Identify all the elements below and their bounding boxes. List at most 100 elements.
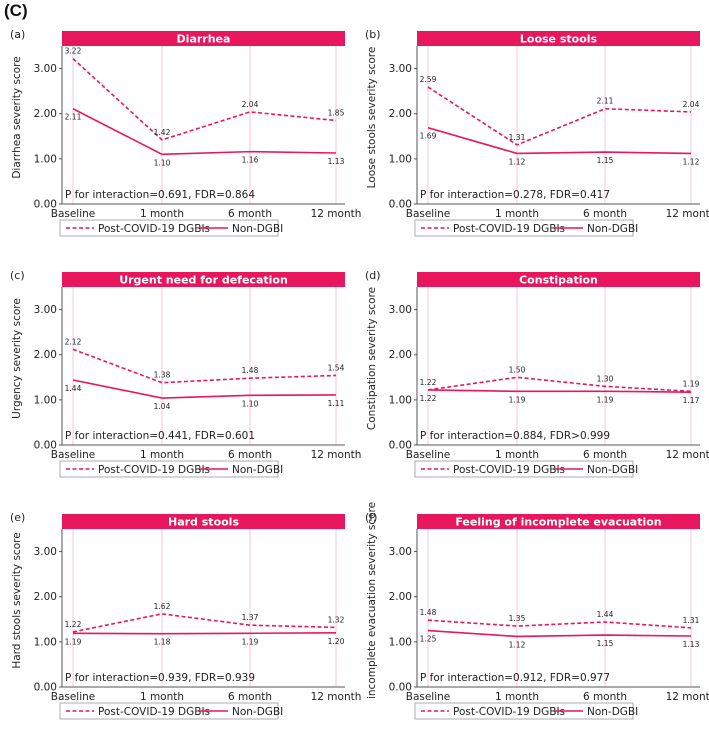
data-label-post-covid-dgbi: 1.22 bbox=[420, 378, 437, 387]
legend-label-post-covid-dgbi: Post-COVID-19 DGBIs bbox=[98, 223, 210, 235]
panel-letter: (f) bbox=[365, 511, 377, 524]
series-line-post-covid-dgbi bbox=[72, 613, 337, 633]
title-bar bbox=[62, 272, 345, 287]
y-axis-title: Constipation severity score bbox=[366, 287, 378, 430]
data-label-post-covid-dgbi: 1.19 bbox=[683, 379, 700, 388]
x-tick-label: Baseline bbox=[406, 691, 451, 703]
x-tick-label: 1 month bbox=[140, 449, 184, 461]
y-tick-label: 0.00 bbox=[34, 199, 57, 211]
legend-label-post-covid-dgbi: Post-COVID-19 DGBIs bbox=[98, 464, 210, 476]
data-label-non-dgbi: 1.19 bbox=[509, 395, 526, 404]
chart-panel-loose-stools: (b) Loose stools 0.00 1.00 2.00 3.00 Baseline 1… bbox=[355, 22, 709, 267]
x-tick-label: 12 month bbox=[311, 208, 362, 220]
legend-label-non-dgbi: Non-DGBI bbox=[587, 706, 638, 718]
y-tick-label: 3.00 bbox=[34, 546, 57, 558]
y-tick-label: 3.00 bbox=[389, 63, 412, 75]
x-tick-label: 12 month bbox=[311, 691, 362, 703]
chart-svg: (a) Diarrhea 0.00 1.00 2.00 3.00 Baseline 1 mon… bbox=[10, 28, 361, 237]
data-label-post-covid-dgbi: 2.04 bbox=[242, 100, 259, 109]
data-label-post-covid-dgbi: 1.85 bbox=[328, 108, 345, 117]
series-line-non-dgbi bbox=[72, 632, 337, 635]
data-label-non-dgbi: 1.04 bbox=[154, 402, 171, 411]
x-tick-label: 12 month bbox=[666, 449, 709, 461]
chart-svg: (b) Loose stools 0.00 1.00 2.00 3.00 Baseline 1… bbox=[365, 28, 709, 237]
series-line-post-covid-dgbi bbox=[427, 86, 692, 146]
chart-title: Feeling of incomplete evacuation bbox=[455, 516, 661, 529]
x-tick-label: 6 month bbox=[228, 449, 272, 461]
data-label-non-dgbi: 1.19 bbox=[242, 637, 259, 646]
legend-box bbox=[59, 219, 279, 237]
chart-svg: (d) Constipation 0.00 1.00 2.00 3.00 Baseline 1… bbox=[365, 269, 709, 478]
series-line-non-dgbi bbox=[72, 379, 337, 399]
interaction-annotation: P for interaction=0.884, FDR>0.999 bbox=[420, 430, 610, 442]
title-bar bbox=[417, 272, 700, 287]
legend-box bbox=[59, 702, 279, 720]
data-label-non-dgbi: 1.11 bbox=[328, 399, 345, 408]
data-label-post-covid-dgbi: 1.44 bbox=[597, 610, 614, 619]
data-label-post-covid-dgbi: 3.22 bbox=[65, 47, 82, 56]
chart-panel-constipation: (d) Constipation 0.00 1.00 2.00 3.00 Baseline 1… bbox=[355, 263, 709, 508]
data-label-non-dgbi: 1.12 bbox=[509, 157, 526, 166]
chart-svg: (c) Urgent need for defecation 0.00 1.00 2.0… bbox=[10, 269, 361, 478]
legend-label-post-covid-dgbi: Post-COVID-19 DGBIs bbox=[453, 706, 565, 718]
series-line-non-dgbi bbox=[427, 126, 692, 155]
chart-title: Diarrhea bbox=[177, 33, 231, 46]
y-tick-label: 0.00 bbox=[389, 682, 412, 694]
data-label-non-dgbi: 1.13 bbox=[328, 157, 345, 166]
legend-label-non-dgbi: Non-DGBI bbox=[587, 223, 638, 235]
data-label-post-covid-dgbi: 2.04 bbox=[683, 100, 700, 109]
data-label-non-dgbi: 1.13 bbox=[683, 640, 700, 649]
legend-label-non-dgbi: Non-DGBI bbox=[232, 706, 283, 718]
x-tick-label: Baseline bbox=[51, 691, 96, 703]
x-tick-label: Baseline bbox=[406, 208, 451, 220]
panel-letter: (e) bbox=[10, 511, 25, 524]
data-label-non-dgbi: 1.20 bbox=[328, 637, 345, 646]
chart-panel-diarrhea: (a) Diarrhea 0.00 1.00 2.00 3.00 Baseline 1 mon… bbox=[0, 22, 361, 267]
data-label-post-covid-dgbi: 1.35 bbox=[509, 614, 526, 623]
interaction-annotation: P for interaction=0.912, FDR=0.977 bbox=[420, 672, 610, 684]
y-tick-label: 2.00 bbox=[34, 108, 57, 120]
chart-title: Constipation bbox=[519, 274, 598, 287]
series-line-non-dgbi bbox=[427, 629, 692, 638]
data-label-post-covid-dgbi: 1.42 bbox=[154, 128, 171, 137]
chart-title: Urgent need for defecation bbox=[119, 274, 288, 287]
y-tick-label: 3.00 bbox=[389, 304, 412, 316]
chart-svg: (f) Feeling of incomplete evacuation 0.00 1… bbox=[365, 502, 709, 720]
x-tick-label: 6 month bbox=[583, 208, 627, 220]
data-label-non-dgbi: 1.16 bbox=[242, 156, 259, 165]
y-axis-title: Loose stools severity score bbox=[366, 47, 378, 189]
y-tick-label: 3.00 bbox=[34, 63, 57, 75]
x-tick-label: 1 month bbox=[140, 208, 184, 220]
series-line-post-covid-dgbi bbox=[427, 619, 692, 629]
data-label-non-dgbi: 2.11 bbox=[65, 113, 82, 122]
y-tick-label: 2.00 bbox=[34, 591, 57, 603]
data-label-post-covid-dgbi: 1.38 bbox=[154, 371, 171, 380]
data-label-non-dgbi: 1.69 bbox=[420, 132, 437, 141]
y-tick-label: 2.00 bbox=[389, 591, 412, 603]
data-label-post-covid-dgbi: 1.48 bbox=[420, 608, 437, 617]
series-line-post-covid-dgbi bbox=[427, 376, 692, 393]
x-tick-label: 1 month bbox=[495, 691, 539, 703]
y-tick-label: 1.00 bbox=[389, 394, 412, 406]
series-line-post-covid-dgbi bbox=[72, 348, 337, 384]
panel-letter: (c) bbox=[10, 269, 25, 282]
chart-panel-incomplete-evacuation: (f) Feeling of incomplete evacuation 0.00 1… bbox=[355, 502, 709, 750]
data-label-non-dgbi: 1.25 bbox=[420, 635, 437, 644]
y-axis-title: incomplete evacuation severity score bbox=[366, 502, 378, 699]
legend-box bbox=[59, 460, 279, 478]
y-tick-label: 1.00 bbox=[34, 153, 57, 165]
y-tick-label: 0.00 bbox=[389, 440, 412, 452]
legend-label-post-covid-dgbi: Post-COVID-19 DGBIs bbox=[98, 706, 210, 718]
panel-letter: (d) bbox=[365, 269, 381, 282]
series-line-non-dgbi bbox=[427, 389, 692, 393]
interaction-annotation: P for interaction=0.691, FDR=0.864 bbox=[65, 189, 255, 201]
title-bar bbox=[417, 31, 700, 46]
data-label-non-dgbi: 1.10 bbox=[154, 158, 171, 167]
data-label-post-covid-dgbi: 1.48 bbox=[242, 366, 259, 375]
x-tick-label: 1 month bbox=[495, 208, 539, 220]
chart-title: Hard stools bbox=[168, 516, 239, 529]
y-tick-label: 2.00 bbox=[34, 349, 57, 361]
title-bar bbox=[62, 514, 345, 529]
data-label-post-covid-dgbi: 1.30 bbox=[597, 374, 614, 383]
x-tick-label: Baseline bbox=[51, 208, 96, 220]
